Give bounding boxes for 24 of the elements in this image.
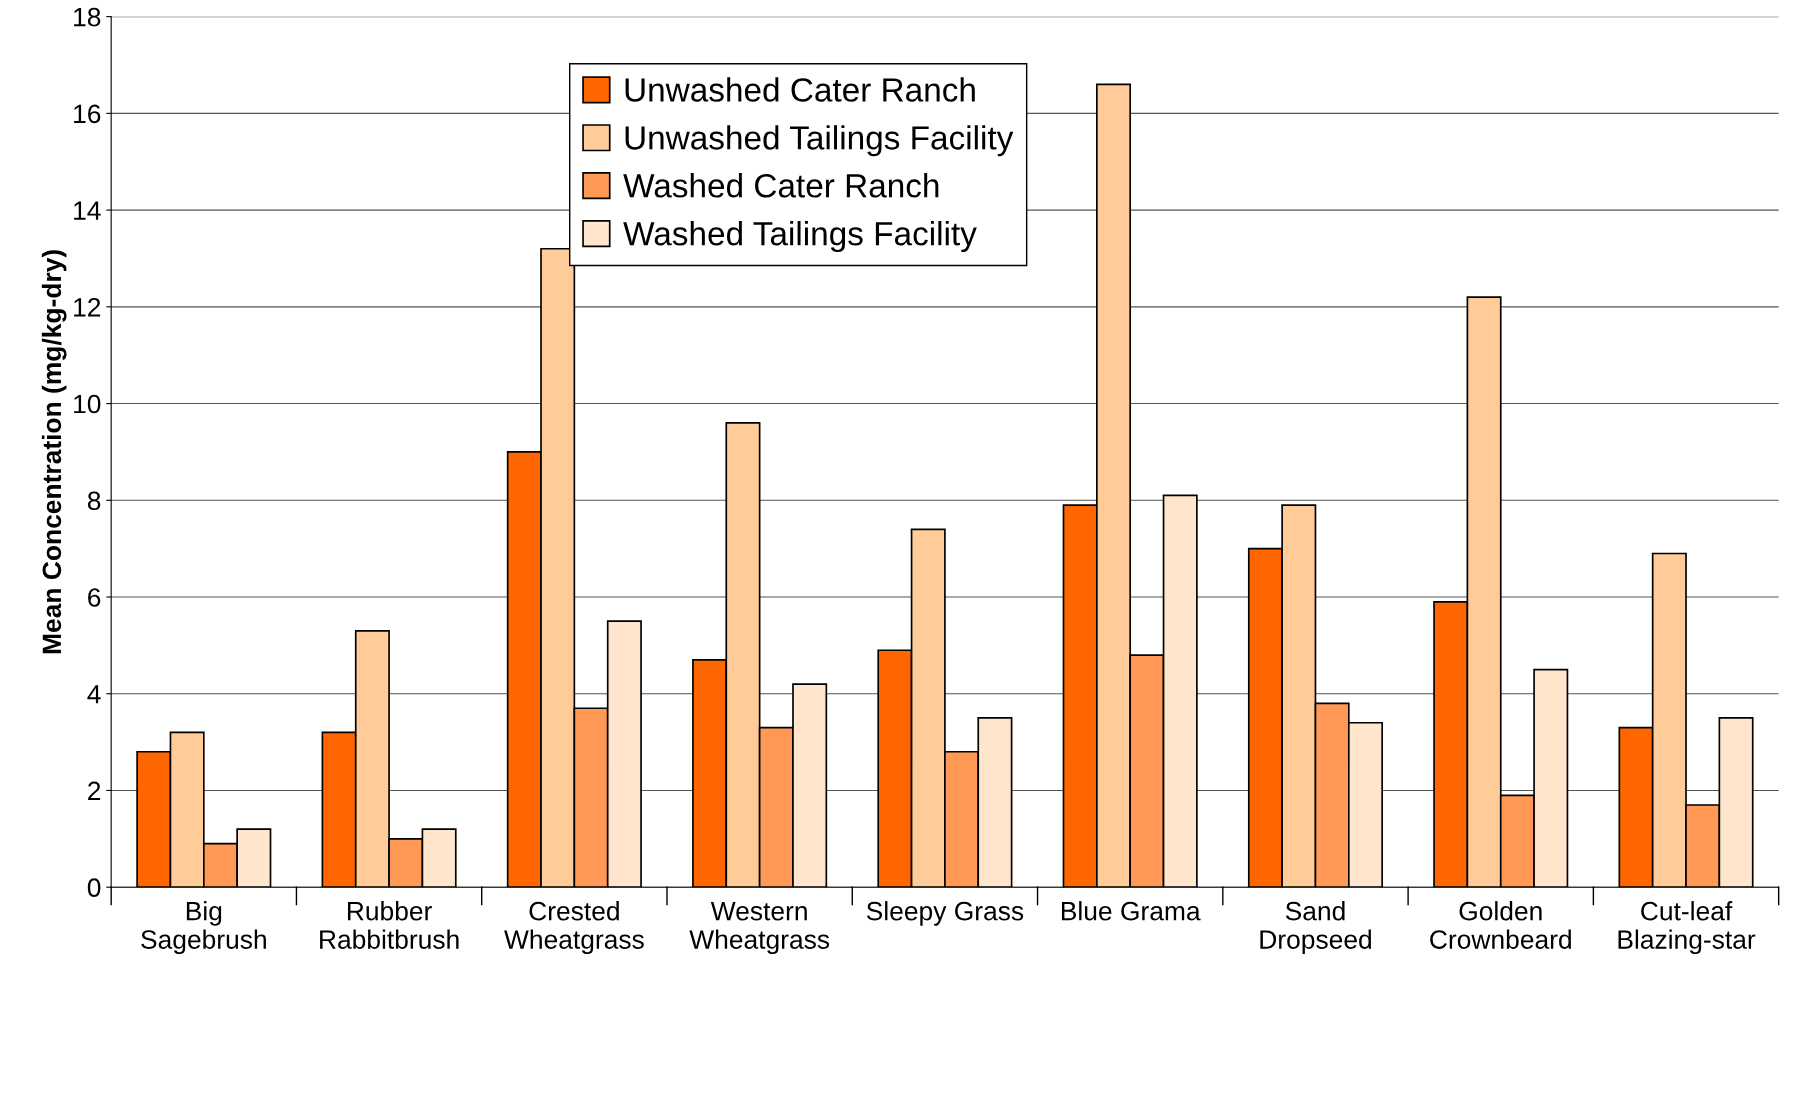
x-tick-label: Golden Crownbeard — [1430, 901, 1571, 949]
x-tick-label: Crested Wheatgrass — [504, 901, 644, 955]
y-tick-label: 4 — [87, 685, 101, 704]
y-axis-title: Mean Concentration (mg/kg-dry) — [41, 250, 67, 654]
y-tick-label: 2 — [88, 781, 101, 801]
x-tick-label: Rubber Rabbitbrush — [320, 901, 459, 949]
y-tick-label: 10 — [74, 394, 101, 414]
y-tick-label: 0 — [87, 878, 101, 898]
y-tick-label: 16 — [74, 104, 101, 124]
legend-label: Unwashed Cater Ranch — [625, 77, 975, 102]
x-tick-label: Sand Dropseed — [1260, 901, 1371, 955]
y-tick-label: 14 — [74, 201, 101, 220]
y-tick-label: 8 — [87, 491, 101, 511]
x-tick-label: Sleepy Grass — [866, 901, 1024, 926]
legend-label: Washed Tailings Facility — [623, 221, 977, 253]
x-tick-label: Blue Grama — [1061, 901, 1201, 921]
x-tick-label: Cut-leaf Blazing-star — [1618, 901, 1756, 955]
legend-label: Unwashed Tailings Facility — [625, 125, 1014, 157]
legend-label: Washed Cater Ranch — [623, 173, 939, 198]
x-tick-label: Western Wheatgrass — [689, 902, 830, 955]
x-tick-label: Big Sagebrush — [141, 901, 266, 955]
y-tick-label: 18 — [74, 7, 101, 27]
y-tick-label: 12 — [74, 297, 101, 317]
y-tick-label: 6 — [88, 588, 101, 607]
